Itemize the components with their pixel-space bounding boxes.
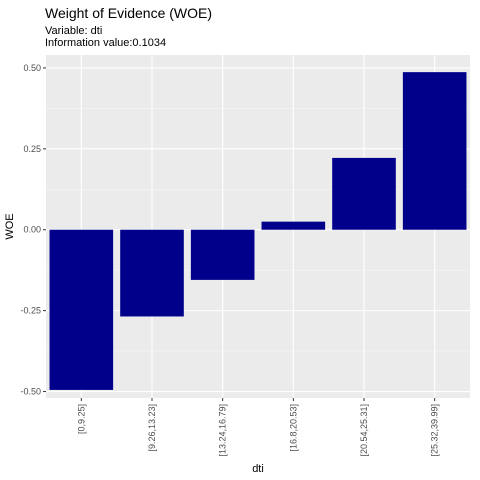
- x-tick-label: [13.24,16.79]: [218, 404, 228, 457]
- bar-2: [190, 229, 255, 280]
- x-tick-label: [16.8,20.53]: [288, 404, 298, 452]
- plot-panel: [46, 55, 470, 398]
- x-tick-label: [9.26,13.23]: [147, 404, 157, 452]
- x-tick-label: [20.54,25.31]: [359, 404, 369, 457]
- bars: [49, 72, 467, 390]
- y-tick-label: -0.50: [20, 387, 41, 397]
- x-tick-label: [25.32,39.99]: [430, 404, 440, 457]
- bar-1: [120, 229, 184, 317]
- y-tick-label: 0.00: [23, 225, 41, 235]
- bar-4: [332, 157, 396, 230]
- bar-5: [402, 72, 467, 230]
- x-tick-label: [0,9.25]: [76, 404, 86, 434]
- chart-title: Weight of Evidence (WOE): [45, 5, 212, 21]
- x-axis: [0,9.25] [9.26,13.23] [13.24,16.79] [16.8,2…: [76, 398, 440, 457]
- y-axis: -0.50 -0.25 0.00 0.25 0.50: [20, 63, 46, 397]
- x-axis-title: dti: [252, 463, 264, 475]
- chart-subtitle-iv: Information value:0.1034: [45, 37, 166, 49]
- y-tick-label: 0.50: [23, 63, 41, 73]
- y-tick-label: 0.25: [23, 144, 41, 154]
- chart-subtitle-variable: Variable: dti: [45, 25, 102, 37]
- grid-minor: [46, 108, 470, 352]
- bar-0: [49, 229, 114, 390]
- y-tick-label: -0.25: [20, 306, 41, 316]
- bar-3: [261, 221, 326, 230]
- y-axis-title: WOE: [4, 213, 16, 239]
